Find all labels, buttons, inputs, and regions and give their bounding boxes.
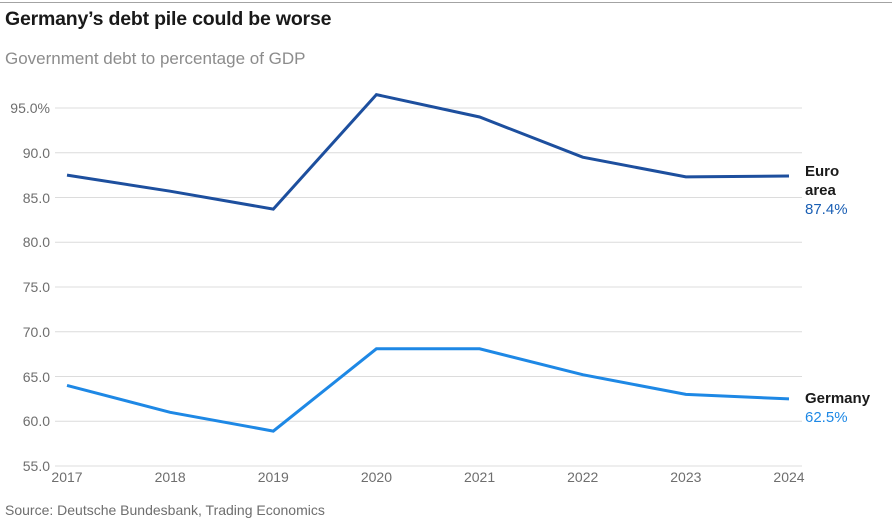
germany-series-name: Germany xyxy=(805,390,871,407)
chart-subtitle: Government debt to percentage of GDP xyxy=(5,49,306,68)
x-axis-label-2022: 2022 xyxy=(567,469,599,485)
y-axis-tick-55: 55.0 xyxy=(22,458,50,474)
x-axis-label-2024: 2024 xyxy=(773,469,805,485)
y-axis-tick-80: 80.0 xyxy=(22,234,50,251)
euro-area-series-label: Euro area 87.4% xyxy=(805,162,891,219)
euro-area-series-name: Euro area xyxy=(805,163,840,199)
x-axis-label-2017: 2017 xyxy=(51,469,83,485)
x-axis-label-2020: 2020 xyxy=(360,469,392,485)
x-axis-label-2018: 2018 xyxy=(154,469,186,485)
y-axis-tick-95: 95.0% xyxy=(10,100,50,116)
x-axis-label-2021: 2021 xyxy=(463,469,496,485)
source-note: Source: Deutsche Bundesbank, Trading Eco… xyxy=(5,502,325,518)
y-axis-tick-70: 70.0 xyxy=(22,323,50,340)
x-axis-label-2019: 2019 xyxy=(257,469,289,485)
germany-series-value: 62.5% xyxy=(805,409,848,426)
y-axis-tick-65: 65.0 xyxy=(22,368,50,385)
euro-area-series-value: 87.4% xyxy=(805,201,848,218)
germany-line xyxy=(66,347,790,433)
top-divider xyxy=(0,2,892,3)
y-axis-tick-60: 60.0 xyxy=(22,413,50,430)
y-axis-tick-90: 90.0 xyxy=(22,144,50,161)
x-axis-label-2023: 2023 xyxy=(670,469,702,485)
chart-title: Germany’s debt pile could be worse xyxy=(5,8,332,30)
y-axis-tick-85: 85.0 xyxy=(22,189,50,206)
germany-series-label: Germany 62.5% xyxy=(805,389,891,427)
y-axis-tick-75: 75.0 xyxy=(22,279,50,295)
euro-area-line xyxy=(66,92,790,211)
